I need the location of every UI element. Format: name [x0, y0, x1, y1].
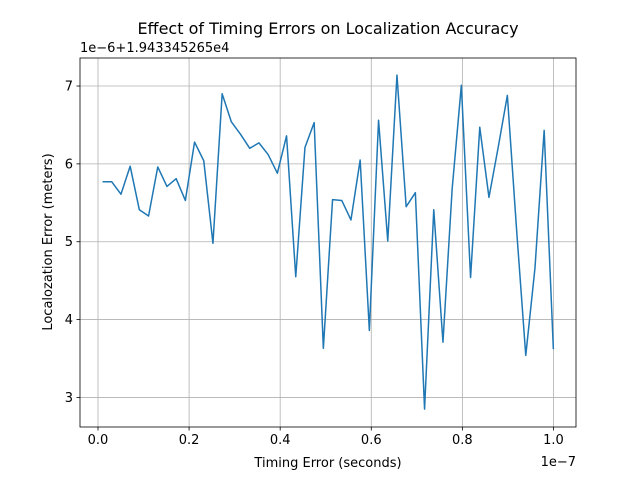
y-tick-label: 3: [65, 391, 73, 406]
series-layer: [102, 74, 555, 410]
y-offset-label: 1e−6+1.943345265e4: [80, 41, 229, 56]
y-tick-label: 6: [65, 157, 73, 172]
x-tick-label: 0.0: [88, 433, 109, 448]
x-tick-label: 0.2: [179, 433, 200, 448]
x-axis-label: Timing Error (seconds): [253, 456, 401, 471]
y-axis-label: Localozation Error (meters): [41, 153, 56, 330]
x-offset-label: 1e−7: [541, 455, 576, 470]
x-tick-label: 1.0: [543, 433, 564, 448]
grid-lines: [80, 58, 576, 427]
y-tick-label: 4: [65, 313, 73, 328]
plot-frame: [79, 57, 577, 428]
x-tick-label: 0.4: [270, 433, 291, 448]
x-tick-label: 0.6: [361, 433, 382, 448]
y-tick-label: 5: [65, 235, 73, 250]
y-axis: 3 4 5 6 7: [65, 80, 80, 406]
x-tick-label: 0.8: [452, 433, 473, 448]
x-axis: 0.0 0.2 0.4 0.6 0.8 1.0: [88, 427, 564, 448]
y-tick-label: 7: [65, 80, 73, 95]
chart-title: Effect of Timing Errors on Localization …: [137, 19, 518, 38]
series-line: [102, 74, 555, 410]
